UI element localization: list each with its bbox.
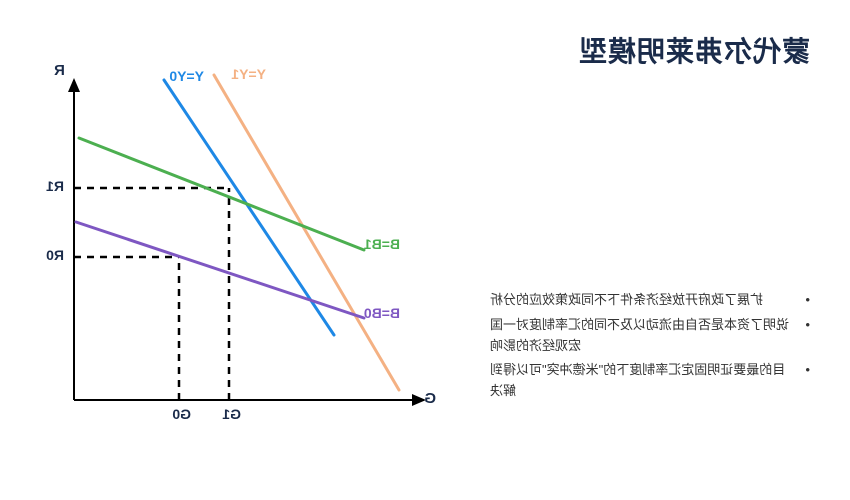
bullet-list: •扩展了政府开放经济条件下不同政策效应的分析•说明了资本是否自由流动以及不同的汇… xyxy=(490,290,810,406)
bullet-text: 扩展了政府开放经济条件下不同政策效应的分析 xyxy=(490,290,796,311)
bullet-item: •扩展了政府开放经济条件下不同政策效应的分析 xyxy=(490,290,810,311)
tick-g0: G0 xyxy=(172,406,191,422)
bullet-dot-icon: • xyxy=(796,290,810,311)
page-title: 蒙代尔弗莱明模型 xyxy=(578,30,810,70)
line-label-b1: B=B1 xyxy=(364,236,400,252)
bullet-text: 目的最要证明固定汇率制度下的"米德冲突"可以得到解决 xyxy=(490,360,796,402)
x-axis-label: G xyxy=(424,390,436,407)
bullet-dot-icon: • xyxy=(796,315,810,357)
bullet-item: •说明了资本是否自由流动以及不同的汇率制度对一国宏观经济的影响 xyxy=(490,315,810,357)
bullet-dot-icon: • xyxy=(796,360,810,402)
mundell-fleming-chart: R G Y=Y0 Y=Y1 B=B1 B=B0 G0 G1 R0 R1 xyxy=(24,60,484,450)
tick-r1: R1 xyxy=(46,178,64,194)
bullet-text: 说明了资本是否自由流动以及不同的汇率制度对一国宏观经济的影响 xyxy=(490,315,796,357)
tick-g1: G1 xyxy=(222,406,241,422)
line-label-y0: Y=Y0 xyxy=(169,68,204,84)
bullet-item: •目的最要证明固定汇率制度下的"米德冲突"可以得到解决 xyxy=(490,360,810,402)
tick-r0: R0 xyxy=(46,247,64,263)
line-label-b0: B=B0 xyxy=(364,305,400,321)
y-axis-label: R xyxy=(54,62,65,79)
line-label-y1: Y=Y1 xyxy=(231,66,266,82)
